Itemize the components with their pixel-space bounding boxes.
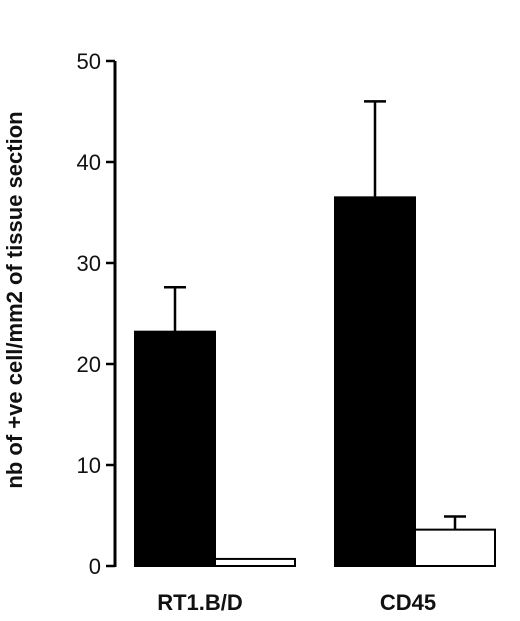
bar [334,196,416,567]
y-tick-label: 10 [77,453,101,478]
bar [414,528,496,568]
x-category-label: RT1.B/D [157,590,243,615]
bar [134,330,216,567]
bar [214,557,296,567]
y-tick-label: 40 [77,150,101,175]
x-category-label: CD45 [380,590,436,615]
y-tick-label: 50 [77,49,101,74]
y-axis-title: nb of +ve cell/mm2 of tissue section [2,111,27,488]
y-axis: 0 10 20 30 40 50 [77,49,117,579]
y-tick-label: 0 [89,554,101,579]
y-tick-label: 30 [77,251,101,276]
x-axis: RT1.B/D CD45 [157,590,436,615]
bars [134,100,496,568]
y-tick-label: 20 [77,352,101,377]
